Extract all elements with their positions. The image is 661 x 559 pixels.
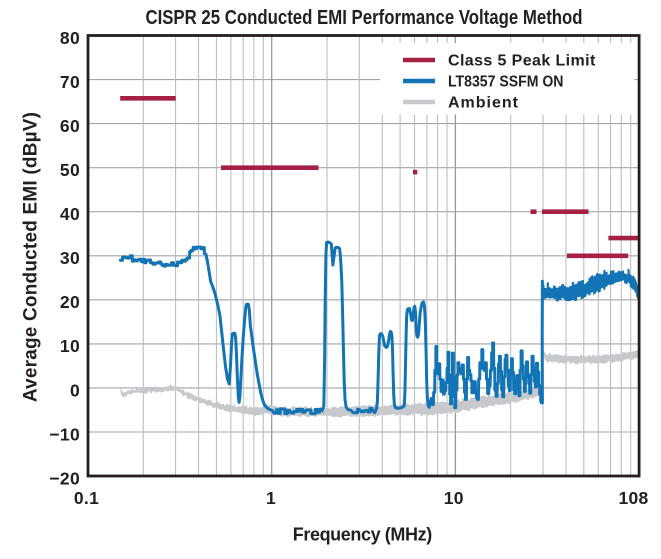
svg-text:0: 0 xyxy=(70,380,80,400)
svg-text:CISPR 25 Conducted EMI Perform: CISPR 25 Conducted EMI Performance Volta… xyxy=(145,6,582,29)
svg-text:−10: −10 xyxy=(49,424,80,444)
svg-text:Average Conducted EMI (dBµV): Average Conducted EMI (dBµV) xyxy=(20,112,41,402)
svg-text:40: 40 xyxy=(60,204,80,224)
svg-text:1: 1 xyxy=(266,488,276,508)
svg-text:LT8357 SSFM ON: LT8357 SSFM ON xyxy=(448,73,563,91)
svg-text:20: 20 xyxy=(60,292,80,312)
svg-text:70: 70 xyxy=(60,72,80,92)
svg-text:30: 30 xyxy=(60,248,80,268)
svg-text:Ambient: Ambient xyxy=(448,95,519,112)
svg-text:10: 10 xyxy=(60,336,80,356)
svg-text:80: 80 xyxy=(60,28,80,48)
svg-text:50: 50 xyxy=(60,160,80,180)
svg-text:−20: −20 xyxy=(49,468,80,488)
svg-text:60: 60 xyxy=(60,116,80,136)
svg-text:108: 108 xyxy=(618,488,648,508)
svg-text:Class 5 Peak Limit: Class 5 Peak Limit xyxy=(448,53,596,70)
svg-text:10: 10 xyxy=(444,488,464,508)
svg-text:Frequency (MHz): Frequency (MHz) xyxy=(293,525,432,545)
svg-text:0.1: 0.1 xyxy=(74,488,99,508)
